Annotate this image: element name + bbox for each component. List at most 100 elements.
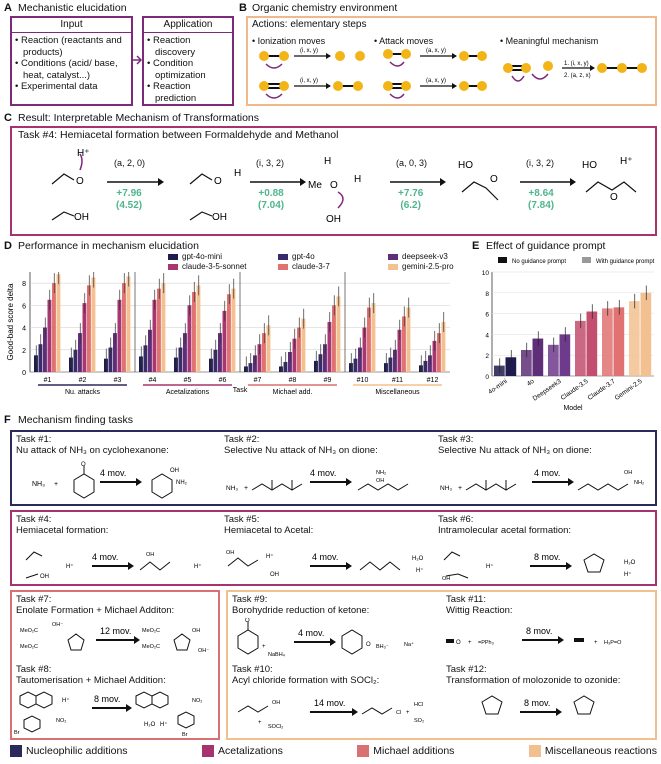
o-text: O: [456, 640, 461, 646]
hplus-text: H⁺: [266, 553, 274, 560]
bar: [78, 333, 82, 372]
group-label: Miscellaneous: [375, 389, 420, 396]
y-tick-label: 10: [482, 270, 490, 277]
panel-e-title: Effect of guidance prompt: [486, 240, 606, 252]
acetalization-reactions: OH H⁺ 4 mov. OH H⁺ OH H⁺OH 4 mov. H₂OH⁺ …: [25, 550, 636, 582]
moves-label: 12 mov.: [100, 626, 131, 636]
legend-swatch: [168, 253, 178, 260]
x-tick-label: #3: [114, 377, 122, 384]
step-delta: +0.88 (7.04): [258, 188, 284, 212]
miscellaneous-box: Task #9: Borohydride reduction of ketone:…: [226, 590, 657, 740]
environment-box: Actions: elementary steps • Ionization m…: [246, 16, 657, 106]
panel-b-letter: B: [239, 2, 247, 14]
task-card-6: Task #6: Intramolecular acetal formation:: [438, 514, 571, 536]
panel-c-letter: C: [4, 112, 12, 124]
y-tick-label: 8: [485, 291, 489, 298]
hplus-text: H⁺: [62, 697, 70, 704]
bar: [327, 322, 332, 372]
bar: [371, 303, 376, 372]
o-text: O: [490, 174, 498, 185]
plus-text: +: [244, 485, 248, 492]
application-item: • Condition optimization: [147, 58, 206, 81]
task-id: Task #2:: [224, 434, 260, 445]
move-label-ixy: (i, x, y): [300, 78, 318, 84]
bar: [82, 303, 87, 372]
task-desc: Enolate Formation + Michael Additon:: [16, 605, 175, 616]
step-move: (i, 3, 2): [256, 158, 285, 168]
meo2c-text: MeO₂C: [142, 628, 160, 634]
step-delta-paren: (7.04): [258, 200, 285, 211]
oh-text: OH: [326, 214, 341, 225]
x-tick-label: #9: [324, 377, 332, 384]
bar: [161, 283, 166, 372]
step-move: (a, 2, 0): [114, 158, 146, 168]
bar: [218, 333, 222, 372]
task-card-5: Task #5: Hemiacetal to Acetal:: [224, 514, 313, 536]
application-item: • Reaction discovery: [147, 35, 196, 58]
bar: [108, 347, 113, 372]
bar: [521, 350, 532, 376]
hplus-text: H⁺: [620, 156, 633, 167]
bar: [152, 299, 157, 372]
elementary-steps-diagram: (i, x, y) (i, x, y) (a, x, y) (a, x, y) …: [259, 48, 647, 99]
y-axis-label: Good-bad score delta: [6, 283, 15, 360]
step-move: (i, 3, 2): [526, 158, 555, 168]
x-tick-label: Claude-3.7: [587, 378, 617, 402]
guidance-chart: 0 2 4 6 8 10 No guidance prompt With guidance p…: [482, 257, 655, 412]
x-tick-label: 4o: [526, 378, 536, 388]
moves-label: 8 mov.: [534, 552, 560, 562]
task10-task12-reactions: OH + SOCl₂ 14 mov. Cl + HCl SO₂ 8 mov.: [237, 695, 595, 730]
task-id: Task #3:: [438, 434, 474, 445]
bar: [266, 325, 271, 372]
oh-text: OH: [40, 574, 49, 580]
o-text: O: [330, 180, 338, 191]
bh3-text: BH₃⁻: [376, 644, 389, 650]
legend-swatch: [168, 263, 178, 270]
bar: [548, 344, 559, 376]
task-id: Task #11:: [446, 594, 486, 605]
task-desc: Acyl chloride formation with SOCl₂:: [232, 675, 380, 686]
step-move: (a, 0, 3): [396, 158, 428, 168]
plus-text: +: [594, 640, 598, 646]
legend-item: Miscellaneous reactions: [528, 745, 657, 758]
step-delta-value: +7.96: [116, 188, 142, 199]
panel-d-title: Performance in mechanism elucidation: [18, 240, 199, 252]
panel-e-letter: E: [472, 240, 480, 252]
task-category-legend: Nucleophilic additions Acetalizations Mi…: [10, 745, 657, 758]
task-id: Task #8:: [16, 664, 52, 675]
model-legend-item: deepseek-v3: [388, 252, 498, 261]
nabh4-text: NaBH₄: [268, 652, 286, 658]
bar: [126, 276, 131, 372]
bar: [183, 333, 187, 372]
bar: [56, 274, 61, 372]
oh-text: OH: [442, 576, 450, 582]
nucleophilic-box: Task #1: Nu attack of NH₃ on cyclohexanon…: [10, 430, 657, 506]
hcl-text: HCl: [414, 702, 423, 708]
x-tick-label: #11: [392, 377, 403, 384]
na-text: Na⁺: [404, 641, 414, 648]
legend-label: Miscellaneous reactions: [544, 745, 657, 757]
bar: [157, 288, 161, 372]
x-tick-label: Gemini-2.5: [614, 378, 644, 402]
task4-title: Task #4: Hemiacetal formation between Fo…: [18, 129, 339, 141]
panel-c-title: Result: Interpretable Mechanism of Trans…: [18, 112, 260, 124]
bar: [336, 296, 341, 372]
y-tick-label: 6: [485, 312, 489, 319]
moves-label: 8 mov.: [526, 626, 552, 636]
bar: [586, 311, 598, 376]
task-id: Task #9:: [232, 594, 268, 605]
legend-label: claude-3-5-sonnet: [182, 262, 247, 271]
oh-text: OH: [272, 700, 280, 706]
legend-label: With guidance prompt: [596, 259, 655, 265]
bar: [602, 308, 613, 376]
bar: [301, 318, 306, 372]
x-tick-label: #6: [219, 377, 227, 384]
step-delta: +7.76 (6.2): [398, 188, 423, 212]
input-list: • Reaction (reactants and products) • Co…: [12, 33, 131, 95]
bar: [178, 347, 183, 372]
x-tick-label: 4o-mini: [487, 378, 508, 396]
h2o-text: H₂O: [624, 560, 636, 566]
x-axis-label: Model: [563, 405, 583, 412]
legend-swatch: [528, 745, 541, 758]
